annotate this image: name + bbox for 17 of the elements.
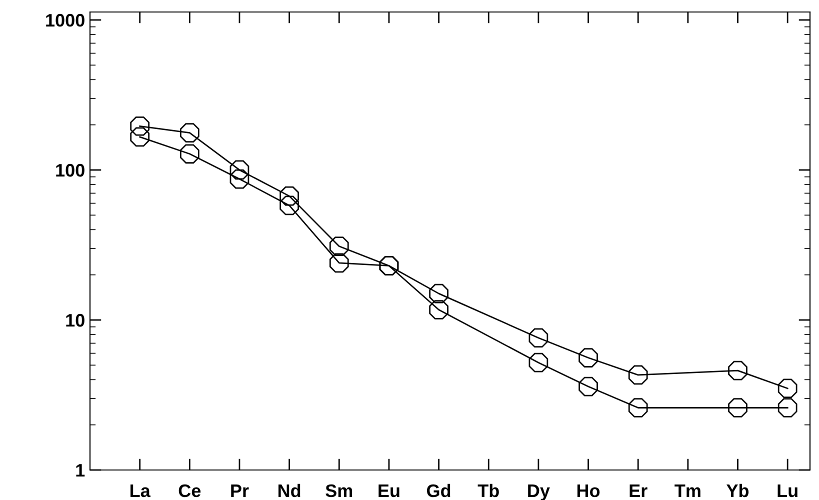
x-tick-label: La <box>130 484 150 498</box>
y-tick-label: 100 <box>56 164 84 177</box>
x-tick-label: Pr <box>231 484 249 497</box>
y-tick-label: 10 <box>66 314 84 327</box>
x-tick-label: Ho <box>577 484 600 498</box>
x-tick-label: Gd <box>426 484 450 498</box>
x-tick-label: Sm <box>326 484 352 498</box>
x-tick-label: Tm <box>674 484 700 497</box>
x-tick-label: Ce <box>178 484 201 498</box>
x-tick-label: Yb <box>726 484 749 498</box>
y-tick-label: 1000 <box>46 14 84 27</box>
y-tick-label: 1 <box>76 464 85 477</box>
x-tick-label: Er <box>630 484 648 497</box>
x-tick-label: Tb <box>478 484 499 498</box>
x-tick-label: Nd <box>278 484 300 498</box>
x-tick-label: Lu <box>778 484 798 498</box>
x-tick-label: Eu <box>378 484 400 498</box>
